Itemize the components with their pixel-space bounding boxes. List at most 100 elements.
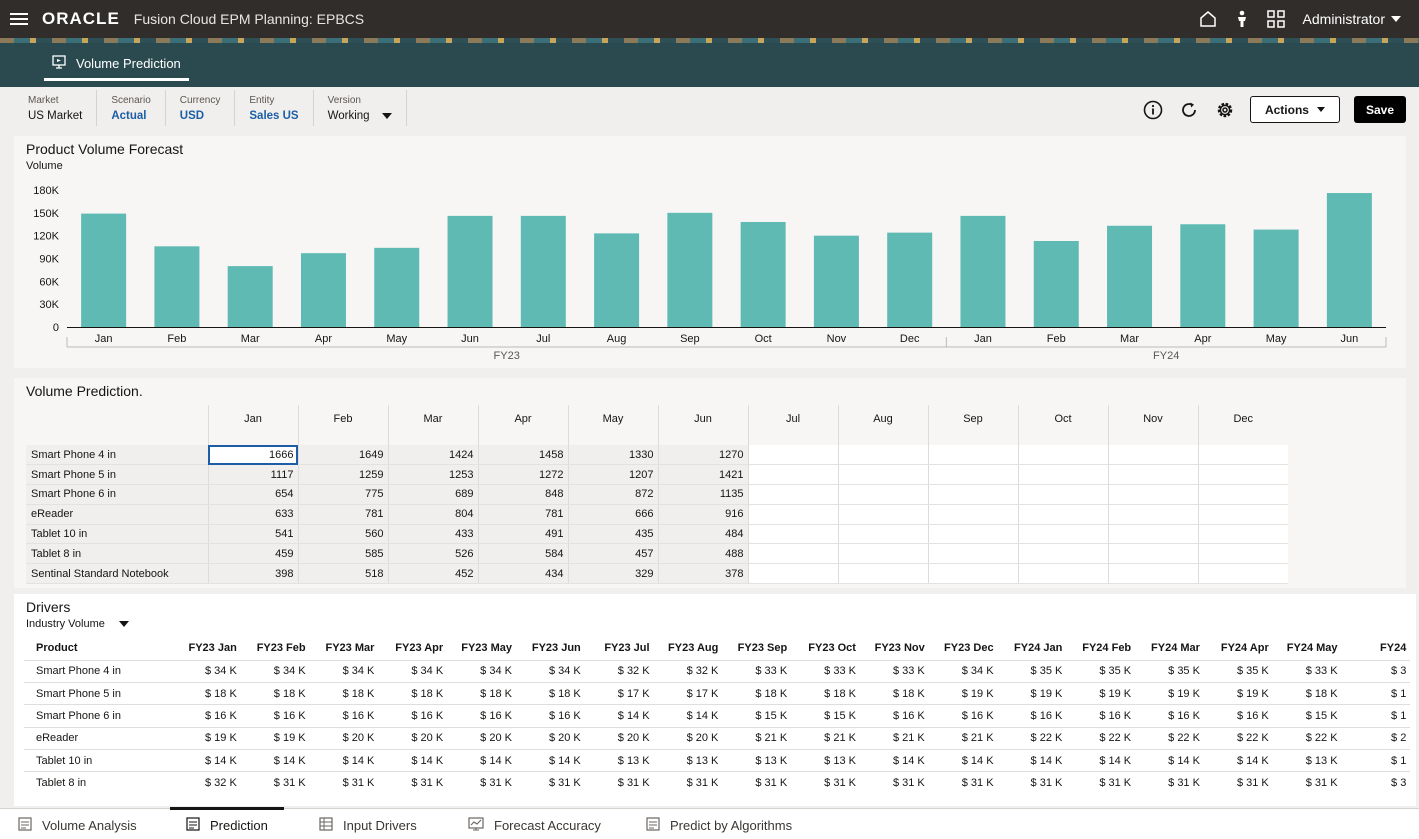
grid-cell[interactable] bbox=[747, 563, 838, 585]
driver-cell[interactable]: $ 16 K bbox=[997, 704, 1067, 728]
driver-cell[interactable]: $ 14 K bbox=[240, 749, 310, 772]
grid-cell[interactable] bbox=[837, 543, 928, 565]
info-icon[interactable] bbox=[1142, 99, 1164, 121]
grid-cell[interactable]: 491 bbox=[477, 524, 568, 545]
grid-cell[interactable]: 1270 bbox=[657, 445, 748, 466]
column-header[interactable]: Aug bbox=[837, 405, 928, 445]
driver-cell[interactable]: $ 1 bbox=[1341, 704, 1411, 728]
driver-cell[interactable]: $ 13 K bbox=[791, 749, 860, 772]
driver-cell[interactable]: $ 20 K bbox=[515, 726, 585, 750]
driver-cell[interactable]: $ 20 K bbox=[584, 726, 654, 750]
driver-cell[interactable]: $ 17 K bbox=[584, 681, 654, 705]
grid-cell[interactable] bbox=[1017, 464, 1108, 486]
driver-cell[interactable]: $ 13 K bbox=[722, 749, 792, 772]
grid-cell[interactable] bbox=[1107, 464, 1198, 486]
driver-cell[interactable]: $ 35 K bbox=[1066, 659, 1136, 683]
grid-cell[interactable]: 378 bbox=[657, 563, 748, 585]
driver-cell[interactable]: $ 16 K bbox=[447, 704, 516, 728]
driver-cell[interactable]: $ 18 K bbox=[172, 681, 241, 705]
grid-cell[interactable] bbox=[927, 543, 1018, 565]
grid-cell[interactable]: 1259 bbox=[297, 464, 388, 486]
driver-cell[interactable]: $ 15 K bbox=[722, 704, 792, 728]
driver-cell[interactable]: $ 35 K bbox=[997, 659, 1067, 683]
grid-cell[interactable] bbox=[927, 445, 1018, 466]
grid-cell[interactable]: 775 bbox=[297, 484, 388, 505]
driver-cell[interactable]: $ 18 K bbox=[515, 681, 585, 705]
grid-cell[interactable] bbox=[1017, 524, 1108, 545]
grid-cell[interactable] bbox=[1197, 464, 1288, 486]
driver-cell[interactable]: $ 14 K bbox=[928, 749, 998, 772]
tab-volume-prediction[interactable]: Volume Prediction bbox=[44, 49, 189, 81]
grid-cell[interactable] bbox=[837, 464, 928, 486]
driver-cell[interactable]: $ 16 K bbox=[1135, 704, 1204, 728]
grid-cell[interactable] bbox=[837, 504, 928, 525]
grid-cell[interactable] bbox=[837, 484, 928, 505]
grid-cell[interactable]: 804 bbox=[387, 504, 478, 525]
column-header[interactable]: Oct bbox=[1017, 405, 1108, 445]
column-header[interactable]: Jul bbox=[747, 405, 838, 445]
driver-cell[interactable]: $ 14 K bbox=[172, 749, 241, 772]
driver-cell[interactable]: $ 20 K bbox=[309, 726, 379, 750]
driver-cell[interactable]: $ 14 K bbox=[584, 704, 654, 728]
driver-cell[interactable]: $ 16 K bbox=[309, 704, 379, 728]
grid-cell[interactable]: 484 bbox=[657, 524, 748, 545]
driver-cell[interactable]: $ 19 K bbox=[1135, 681, 1204, 705]
grid-cell[interactable]: 1253 bbox=[387, 464, 478, 486]
grid-cell[interactable]: 1117 bbox=[207, 464, 298, 486]
grid-cell[interactable]: 434 bbox=[477, 563, 568, 585]
driver-cell[interactable]: $ 14 K bbox=[447, 749, 516, 772]
driver-cell[interactable]: $ 35 K bbox=[1135, 659, 1204, 683]
grid-cell[interactable]: 666 bbox=[567, 504, 658, 525]
driver-cell[interactable]: $ 16 K bbox=[378, 704, 448, 728]
driver-cell[interactable]: $ 22 K bbox=[1066, 726, 1136, 750]
tab-input-drivers[interactable]: Input Drivers bbox=[319, 817, 417, 834]
column-header[interactable]: Mar bbox=[387, 405, 478, 445]
grid-cell[interactable] bbox=[927, 484, 1018, 505]
driver-cell[interactable]: $ 15 K bbox=[791, 704, 860, 728]
grid-cell[interactable] bbox=[1017, 445, 1108, 466]
grid-cell[interactable] bbox=[1017, 484, 1108, 505]
driver-cell[interactable]: $ 18 K bbox=[378, 681, 448, 705]
driver-cell[interactable]: $ 14 K bbox=[309, 749, 379, 772]
driver-cell[interactable]: $ 21 K bbox=[722, 726, 792, 750]
grid-cell[interactable]: 457 bbox=[567, 543, 658, 565]
driver-cell[interactable]: $ 20 K bbox=[447, 726, 516, 750]
actions-button[interactable]: Actions bbox=[1249, 96, 1340, 123]
grid-cell[interactable] bbox=[747, 445, 838, 466]
driver-selector[interactable]: Industry Volume bbox=[26, 618, 129, 630]
driver-cell[interactable]: $ 18 K bbox=[447, 681, 516, 705]
grid-cell[interactable]: 488 bbox=[657, 543, 748, 565]
pov-currency[interactable]: Currency USD bbox=[166, 90, 236, 126]
grid-cell[interactable]: 560 bbox=[297, 524, 388, 545]
grid-cell[interactable] bbox=[1197, 524, 1288, 545]
grid-cell[interactable] bbox=[747, 524, 838, 545]
driver-cell[interactable]: $ 20 K bbox=[653, 726, 723, 750]
grid-cell[interactable]: 518 bbox=[297, 563, 388, 585]
grid-cell[interactable]: 1207 bbox=[567, 464, 658, 486]
grid-apps-icon[interactable] bbox=[1266, 10, 1285, 28]
driver-cell[interactable]: $ 31 K bbox=[722, 771, 792, 795]
driver-cell[interactable]: $ 33 K bbox=[722, 659, 792, 683]
grid-cell[interactable]: 1666 bbox=[207, 445, 298, 466]
driver-cell[interactable]: $ 22 K bbox=[1135, 726, 1204, 750]
column-header[interactable]: Jun bbox=[657, 405, 748, 445]
driver-cell[interactable]: $ 16 K bbox=[172, 704, 241, 728]
grid-cell[interactable]: 1649 bbox=[297, 445, 388, 466]
column-header[interactable]: Apr bbox=[477, 405, 568, 445]
grid-cell[interactable] bbox=[837, 524, 928, 545]
grid-cell[interactable]: 654 bbox=[207, 484, 298, 505]
driver-cell[interactable]: $ 13 K bbox=[653, 749, 723, 772]
grid-cell[interactable]: 1458 bbox=[477, 445, 568, 466]
driver-cell[interactable]: $ 21 K bbox=[859, 726, 929, 750]
grid-cell[interactable] bbox=[1197, 445, 1288, 466]
home-icon[interactable] bbox=[1199, 10, 1217, 28]
driver-cell[interactable]: $ 2 bbox=[1341, 726, 1411, 750]
driver-cell[interactable]: $ 19 K bbox=[172, 726, 241, 750]
grid-cell[interactable] bbox=[1107, 484, 1198, 505]
driver-cell[interactable]: $ 19 K bbox=[928, 681, 998, 705]
grid-cell[interactable]: 781 bbox=[477, 504, 568, 525]
driver-cell[interactable]: $ 19 K bbox=[1203, 681, 1273, 705]
grid-cell[interactable] bbox=[1197, 504, 1288, 525]
driver-cell[interactable]: $ 14 K bbox=[1066, 749, 1136, 772]
driver-cell[interactable]: $ 19 K bbox=[240, 726, 310, 750]
